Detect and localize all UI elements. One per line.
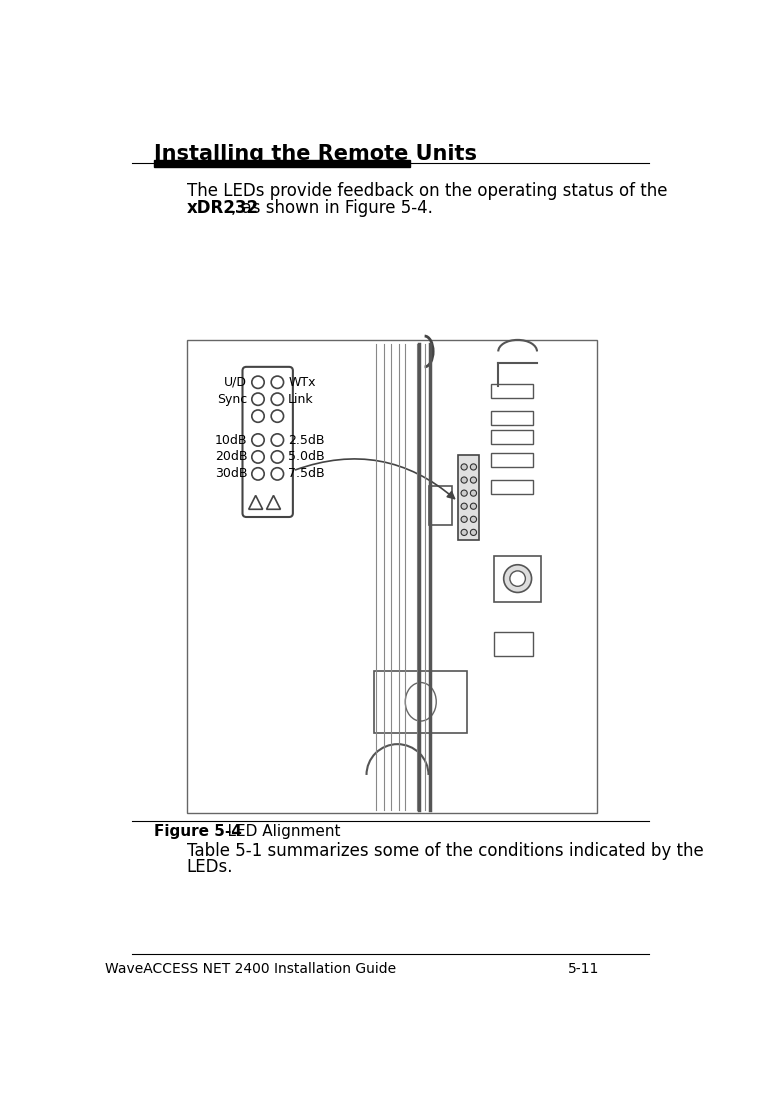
Circle shape — [470, 516, 476, 522]
Circle shape — [251, 451, 264, 463]
Circle shape — [461, 464, 467, 470]
Text: Link: Link — [288, 393, 314, 406]
Bar — [154, 160, 410, 167]
Bar — [187, 340, 597, 814]
Circle shape — [470, 503, 476, 509]
Text: U/D: U/D — [224, 376, 247, 388]
Bar — [491, 480, 533, 494]
Circle shape — [251, 410, 264, 422]
Circle shape — [461, 503, 467, 509]
Bar — [491, 384, 533, 397]
Bar — [491, 430, 533, 443]
Text: 20dB: 20dB — [215, 450, 247, 463]
Circle shape — [461, 491, 467, 496]
FancyBboxPatch shape — [242, 367, 293, 517]
Circle shape — [271, 393, 283, 405]
Text: 30dB: 30dB — [215, 468, 247, 481]
Circle shape — [461, 529, 467, 536]
Polygon shape — [267, 495, 280, 509]
Circle shape — [251, 376, 264, 388]
Text: Figure 5-4: Figure 5-4 — [154, 824, 242, 839]
Circle shape — [271, 433, 283, 447]
Bar — [374, 671, 467, 733]
Circle shape — [251, 433, 264, 447]
Circle shape — [251, 468, 264, 480]
Text: Sync: Sync — [217, 393, 247, 406]
Circle shape — [504, 564, 532, 593]
Bar — [495, 632, 533, 656]
Polygon shape — [248, 495, 263, 509]
Circle shape — [510, 571, 525, 586]
FancyArrowPatch shape — [296, 459, 454, 498]
Text: WaveACCESS NET 2400 Installation Guide: WaveACCESS NET 2400 Installation Guide — [104, 962, 395, 976]
Text: The LEDs provide feedback on the operating status of the: The LEDs provide feedback on the operati… — [187, 182, 668, 200]
Text: Table 5-1 summarizes some of the conditions indicated by the: Table 5-1 summarizes some of the conditi… — [187, 842, 703, 860]
Text: WTx: WTx — [288, 376, 315, 388]
Bar — [491, 453, 533, 466]
Bar — [428, 486, 452, 525]
Circle shape — [470, 529, 476, 536]
Bar — [491, 410, 533, 425]
Bar — [495, 556, 541, 602]
Circle shape — [461, 516, 467, 522]
Text: xDR232: xDR232 — [187, 199, 259, 217]
Circle shape — [251, 393, 264, 405]
Circle shape — [271, 376, 283, 388]
Text: 2.5dB: 2.5dB — [288, 433, 325, 447]
Text: LEDs.: LEDs. — [187, 858, 233, 876]
Text: LED Alignment: LED Alignment — [207, 824, 340, 839]
Circle shape — [271, 410, 283, 422]
Text: 10dB: 10dB — [215, 433, 247, 447]
Text: 5.0dB: 5.0dB — [288, 450, 325, 463]
Circle shape — [470, 464, 476, 470]
Circle shape — [271, 451, 283, 463]
Bar — [458, 455, 479, 540]
Text: 5-11: 5-11 — [568, 962, 599, 976]
Circle shape — [271, 468, 283, 480]
Circle shape — [470, 491, 476, 496]
Text: , as shown in Figure 5-4.: , as shown in Figure 5-4. — [231, 199, 433, 217]
Text: Installing the Remote Units: Installing the Remote Units — [154, 143, 477, 164]
Circle shape — [461, 477, 467, 483]
Circle shape — [470, 477, 476, 483]
Text: 7.5dB: 7.5dB — [288, 468, 325, 481]
